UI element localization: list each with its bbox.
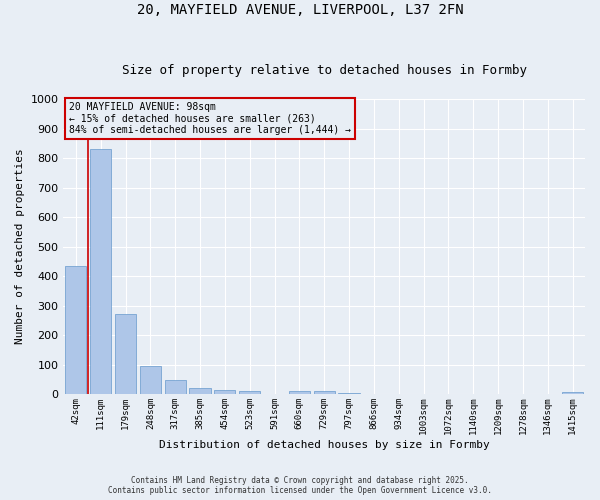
Text: 20 MAYFIELD AVENUE: 98sqm
← 15% of detached houses are smaller (263)
84% of semi: 20 MAYFIELD AVENUE: 98sqm ← 15% of detac…	[68, 102, 350, 135]
Bar	[164, 380, 186, 394]
Bar	[190, 388, 211, 394]
Bar	[562, 392, 583, 394]
Bar	[115, 314, 136, 394]
Bar	[314, 391, 335, 394]
Bar	[65, 266, 86, 394]
Bar	[140, 366, 161, 394]
Y-axis label: Number of detached properties: Number of detached properties	[15, 148, 25, 344]
Text: 20, MAYFIELD AVENUE, LIVERPOOL, L37 2FN: 20, MAYFIELD AVENUE, LIVERPOOL, L37 2FN	[137, 2, 463, 16]
Bar	[338, 392, 359, 394]
Title: Size of property relative to detached houses in Formby: Size of property relative to detached ho…	[122, 64, 527, 77]
Bar	[289, 391, 310, 394]
Bar	[90, 149, 111, 394]
Text: Contains HM Land Registry data © Crown copyright and database right 2025.
Contai: Contains HM Land Registry data © Crown c…	[108, 476, 492, 495]
Bar	[239, 391, 260, 394]
X-axis label: Distribution of detached houses by size in Formby: Distribution of detached houses by size …	[159, 440, 490, 450]
Bar	[214, 390, 235, 394]
